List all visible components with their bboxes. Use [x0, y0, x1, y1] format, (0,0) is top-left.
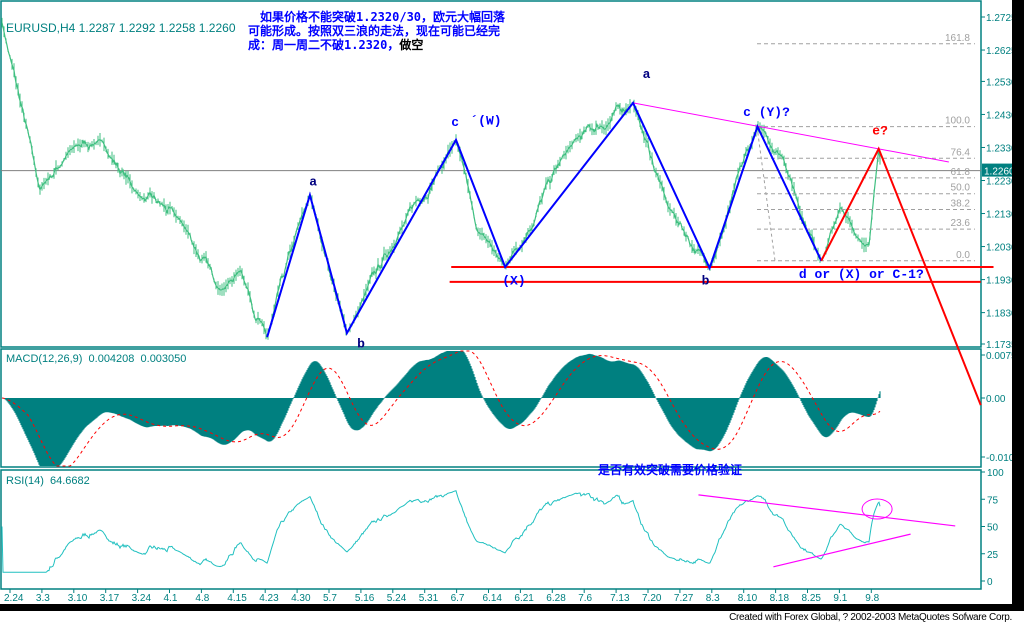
date-tick-label: 8.10	[738, 593, 758, 604]
date-tick-label: 5.16	[355, 593, 375, 604]
rsi-tick-label: 50	[987, 523, 999, 534]
rsi-frame	[0, 469, 982, 590]
date-tick-label: 4.8	[195, 593, 209, 604]
macd-readout: MACD(12,26,9) 0.004208 0.003050	[6, 353, 186, 365]
macd-panel	[1, 350, 881, 467]
wave-label: e?	[872, 123, 888, 138]
rsi-tick-label: 100	[987, 468, 1004, 479]
right-border	[1012, 0, 1024, 611]
price-tick-label: 1.1830	[986, 309, 1017, 320]
macd-tick-label: 0.00	[986, 394, 1006, 405]
macd-histogram	[2, 351, 881, 466]
date-tick-label: 4.30	[291, 593, 311, 604]
date-tick-label: 5.31	[419, 593, 439, 604]
fib-level-label: 76.4	[951, 147, 971, 158]
price-tick-label: 1.2625	[986, 46, 1017, 57]
date-tick-label: 3.10	[68, 593, 88, 604]
date-tick-label: 6.21	[514, 593, 534, 604]
annotation-line-2: 可能形成。按照双三浪的走法，现在可能已经完	[248, 24, 501, 38]
fib-level-label: 0.0	[956, 250, 970, 261]
price-series	[1, 22, 881, 339]
fib-trend-line	[756, 126, 776, 261]
wave-label: c (Y)?	[743, 105, 790, 120]
wave-label: b	[702, 274, 710, 289]
date-tick-label: 4.15	[227, 593, 247, 604]
fib-level-label: 161.8	[945, 33, 970, 44]
price-bars	[1, 17, 881, 340]
macd-tick-label: 0.00751	[986, 351, 1023, 362]
fib-level-label: 50.0	[951, 183, 971, 194]
price-tick-label: 1.1735	[986, 340, 1017, 351]
date-tick-label: 8.3	[706, 593, 720, 604]
price-tick-label: 1.2430	[986, 110, 1017, 121]
price-panel: 0.0 23.6 38.2 50.0 61.8 76.4 100.0 161.8 a b c ´(W)…	[1, 17, 994, 406]
date-tick-label: 6.28	[546, 593, 566, 604]
rsi-line	[1, 490, 881, 573]
price-tick-label: 1.2725	[986, 13, 1017, 24]
rsi-tick-label: 75	[987, 495, 999, 506]
date-tick-label: 8.25	[802, 593, 822, 604]
date-tick-label: 7.6	[578, 593, 592, 604]
price-tick-label: 1.1930	[986, 276, 1017, 287]
axes: 1.2725 1.2625 1.2530 1.2430 1.2330 1.2230 1.21…	[4, 13, 1024, 604]
current-price-label: 1.2260	[984, 167, 1015, 178]
date-tick-label: 2.24	[4, 593, 24, 604]
current-price-badge	[982, 163, 1012, 177]
wave-count-line	[266, 100, 823, 338]
rsi-annotation: 是否有效突破需要价格验证	[598, 463, 743, 477]
fib-level-label: 100.0	[945, 116, 970, 127]
rsi-trendline	[773, 533, 911, 568]
macd-tick-label: -0.01040	[986, 453, 1024, 464]
date-tick-label: 8.18	[770, 593, 790, 604]
wave-label: ´(W)	[470, 113, 501, 128]
wave-projection-line	[820, 146, 982, 406]
date-tick-label: 5.24	[387, 593, 407, 604]
rsi-readout: RSI(14) 64.6682	[6, 475, 90, 487]
wave-label: c	[451, 115, 459, 130]
date-tick-label: 7.27	[674, 593, 694, 604]
date-tick-label: 7.20	[642, 593, 662, 604]
date-tick-label: 6.7	[451, 593, 465, 604]
date-tick-label: 3.3	[36, 593, 50, 604]
date-tick-label: 6.14	[483, 593, 503, 604]
annotation-action: 做空	[399, 38, 424, 52]
date-tick-label: 3.17	[100, 593, 120, 604]
fib-level-label: 61.8	[951, 167, 971, 178]
date-tick-label: 9.1	[833, 593, 847, 604]
rsi-trendline	[698, 494, 956, 527]
date-tick-label: 5.7	[323, 593, 337, 604]
footer-credit: Created with Forex Global, ? 2002-2003 M…	[729, 612, 1012, 623]
wave-label: (X)	[502, 274, 525, 289]
wave-label: a	[643, 67, 651, 82]
rsi-panel	[1, 490, 956, 573]
forecast-annotation: 如果价格不能突破1.2320/30，欧元大幅回落 可能形成。按照双三浪的走法，现…	[248, 10, 505, 52]
date-tick-label: 9.8	[865, 593, 879, 604]
date-tick-label: 4.23	[259, 593, 279, 604]
date-tick-label: 7.13	[610, 593, 630, 604]
price-tick-label: 1.2030	[986, 243, 1017, 254]
date-tick-label: 4.1	[164, 593, 178, 604]
price-tick-label: 1.2230	[986, 176, 1017, 187]
price-tick-label: 1.2530	[986, 77, 1017, 88]
rsi-tick-label: 25	[987, 550, 999, 561]
annotation-line-1: 如果价格不能突破1.2320/30，欧元大幅回落	[260, 10, 506, 24]
rsi-tick-label: 0	[987, 577, 993, 588]
symbol-readout: EURUSD,H4 1.2287 1.2292 1.2258 1.2260	[6, 21, 236, 35]
rsi-breakout-highlight	[861, 498, 893, 520]
wave-label: a	[309, 174, 317, 189]
annotation-line-3: 成：周一周二不破1.2320，	[248, 38, 400, 52]
resistance-trendline	[632, 102, 949, 163]
wave-label: b	[357, 336, 365, 351]
fib-level-label: 23.6	[951, 218, 971, 229]
price-frame	[0, 0, 982, 348]
bottom-border	[0, 604, 1024, 611]
fib-level-label: 38.2	[951, 199, 971, 210]
price-tick-label: 1.2330	[986, 143, 1017, 154]
price-tick-label: 1.2130	[986, 210, 1017, 221]
macd-signal-line	[1, 350, 881, 467]
wave-label: d or (X) or C-1?	[799, 267, 924, 282]
macd-frame	[0, 348, 982, 468]
date-tick-label: 3.24	[132, 593, 152, 604]
